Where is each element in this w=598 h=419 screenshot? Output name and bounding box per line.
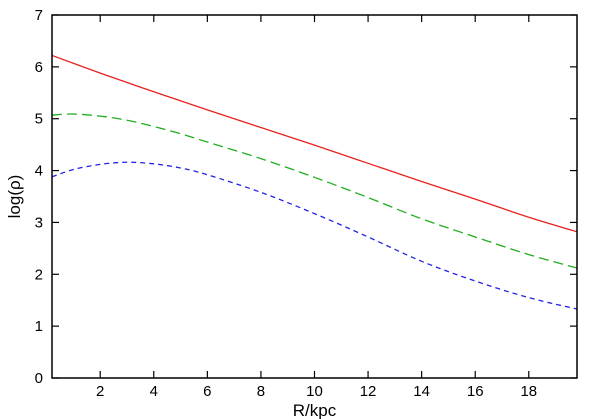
x-ticks: 2 4 6 8 10 12 14 16 18 bbox=[96, 15, 537, 400]
y-tick-label: 1 bbox=[35, 318, 43, 335]
y-tick-label: 4 bbox=[35, 163, 43, 180]
x-tick-label: 18 bbox=[520, 383, 537, 400]
plot-frame bbox=[51, 14, 578, 379]
series-line-1 bbox=[51, 54, 578, 233]
x-tick-label: 12 bbox=[360, 383, 377, 400]
series-line-3 bbox=[51, 161, 578, 310]
y-ticks: 0 1 2 3 4 5 6 7 bbox=[35, 7, 577, 387]
x-tick-label: 2 bbox=[96, 383, 104, 400]
x-tick-label: 4 bbox=[150, 383, 158, 400]
y-tick-label: 5 bbox=[35, 111, 43, 128]
x-tick-label: 14 bbox=[413, 383, 430, 400]
y-tick-label: 2 bbox=[35, 266, 43, 283]
y-axis-label: log(ρ) bbox=[5, 175, 24, 219]
y-tick-label: 6 bbox=[35, 59, 43, 76]
x-tick-label: 10 bbox=[306, 383, 323, 400]
x-tick-label: 16 bbox=[467, 383, 484, 400]
y-tick-label: 0 bbox=[35, 370, 43, 387]
x-axis-label: R/kpc bbox=[293, 401, 337, 419]
y-tick-label: 7 bbox=[35, 7, 43, 24]
y-tick-label: 3 bbox=[35, 214, 43, 231]
series-layer bbox=[51, 54, 578, 310]
x-tick-label: 6 bbox=[203, 383, 211, 400]
series-line-2 bbox=[51, 113, 578, 269]
x-tick-label: 8 bbox=[257, 383, 265, 400]
